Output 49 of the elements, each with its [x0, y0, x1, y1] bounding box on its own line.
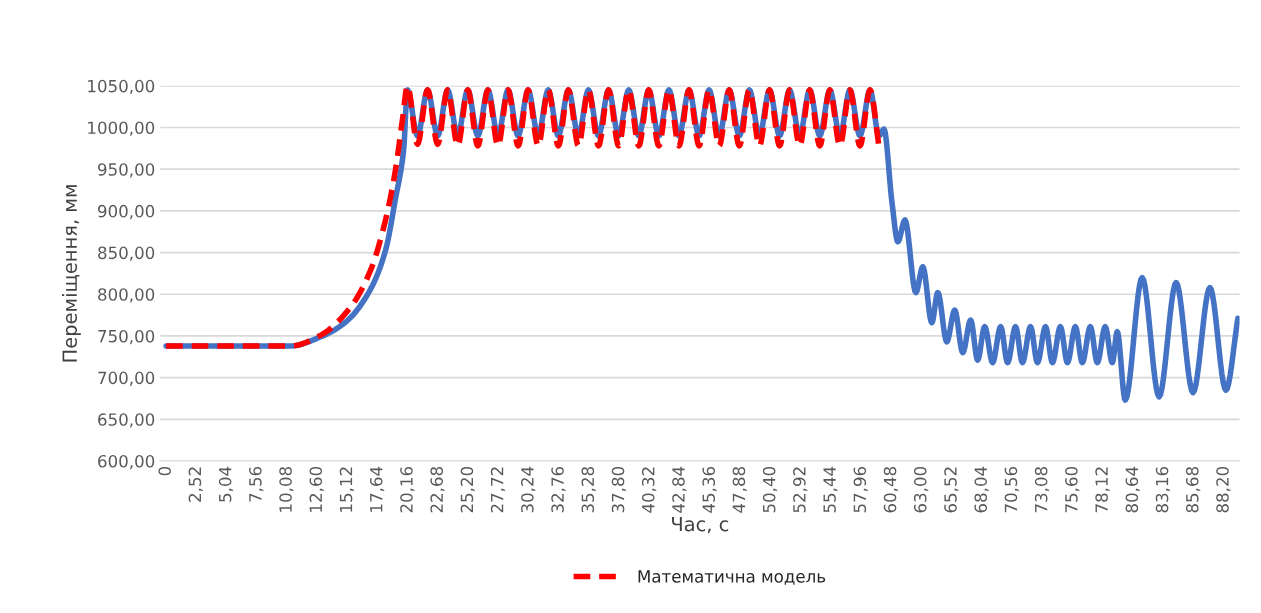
- y-tick-label: 650,00: [98, 413, 155, 428]
- x-tick-label: 68,04: [974, 466, 989, 513]
- x-tick-label: 85,68: [1185, 466, 1201, 513]
- y-tick-label: 700,00: [98, 371, 155, 386]
- x-tick-label: 57,96: [853, 466, 868, 513]
- x-tick-label: 10,08: [279, 466, 294, 512]
- x-tick-label: 65,52: [944, 467, 959, 513]
- x-tick-label: 50,40: [762, 466, 778, 513]
- x-tick-label: 42,84: [672, 466, 687, 513]
- x-tick-label: 2,52: [188, 467, 203, 502]
- x-tick-label: 25,20: [460, 466, 475, 513]
- x-tick-label: 73,08: [1034, 466, 1050, 513]
- x-tick-label: 0: [158, 466, 171, 476]
- x-tick-label: 83,16: [1155, 466, 1171, 513]
- x-tick-label: 40,32: [641, 467, 657, 513]
- y-tick-label: 1050,00: [88, 79, 155, 95]
- x-tick-label: 27,72: [490, 467, 506, 513]
- y-tick-label: 800,00: [98, 288, 155, 303]
- x-tick-label: 88,20: [1216, 466, 1231, 513]
- x-tick-label: 52,92: [793, 467, 808, 513]
- y-tick-label: 950,00: [98, 163, 155, 178]
- x-tick-label: 20,16: [400, 466, 415, 513]
- x-tick-label: 7,56: [249, 466, 264, 502]
- x-tick-label: 80,64: [1125, 466, 1140, 513]
- x-tick-label: 75,60: [1065, 466, 1080, 513]
- x-tick-label: 5,04: [218, 466, 234, 502]
- x-tick-label: 47,88: [732, 466, 747, 513]
- y-tick-label: 750,00: [98, 329, 155, 345]
- x-tick-label: 55,44: [823, 466, 838, 513]
- x-tick-label: 17,64: [369, 466, 385, 512]
- x-tick-label: 45,36: [702, 466, 717, 513]
- x-tick-label: 37,80: [611, 466, 627, 513]
- x-axis-title: Час, с: [672, 516, 729, 534]
- y-tick-label: 900,00: [98, 204, 155, 220]
- x-tick-label: 15,12: [339, 467, 355, 512]
- x-tick-label: 60,48: [883, 466, 899, 513]
- legend-label: Математична модель: [638, 570, 826, 585]
- x-tick-label: 22,68: [430, 466, 445, 513]
- x-tick-label: 70,56: [1004, 466, 1019, 513]
- y-tick-label: 850,00: [98, 246, 155, 261]
- y-tick-label: 600,00: [98, 454, 155, 470]
- x-tick-label: 32,76: [551, 466, 566, 513]
- y-axis-title: Переміщення, мм: [61, 185, 81, 362]
- x-tick-label: 12,60: [309, 466, 324, 512]
- x-tick-label: 30,24: [521, 466, 536, 513]
- y-tick-label: 1000,00: [88, 121, 155, 136]
- x-tick-label: 35,28: [581, 466, 596, 513]
- x-tick-label: 63,00: [913, 466, 929, 513]
- x-tick-label: 78,12: [1095, 467, 1110, 513]
